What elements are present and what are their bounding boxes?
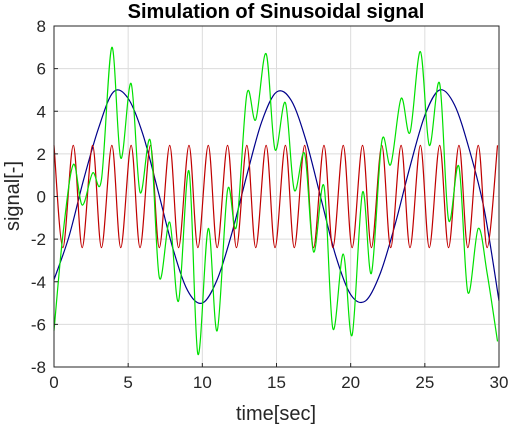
y-tick-label: 4 (37, 102, 46, 121)
x-tick-label: 0 (49, 373, 58, 392)
y-tick-label: -8 (31, 358, 46, 377)
x-axis-label: time[sec] (236, 403, 316, 425)
y-tick-label: 6 (37, 60, 46, 79)
y-axis-label: signal[-] (2, 161, 24, 231)
x-tick-label: 30 (490, 373, 509, 392)
series-line-3 (53, 46, 499, 355)
x-tick-label: 20 (341, 373, 360, 392)
y-tick-label: -6 (31, 315, 46, 334)
grid (53, 25, 500, 368)
y-tick-label: 2 (37, 145, 46, 164)
y-tick-label: 8 (37, 17, 46, 36)
y-tick-label: -4 (31, 273, 46, 292)
y-tick-label: 0 (37, 188, 46, 207)
x-tick-label: 25 (415, 373, 434, 392)
series-line-2 (53, 144, 499, 249)
series-group (53, 46, 500, 355)
x-tick-label: 10 (193, 373, 212, 392)
x-tick-label: 15 (267, 373, 286, 392)
x-tick-label: 5 (123, 373, 132, 392)
chart-title: Simulation of Sinusoidal signal (128, 1, 425, 23)
y-tick-label: -2 (31, 230, 46, 249)
